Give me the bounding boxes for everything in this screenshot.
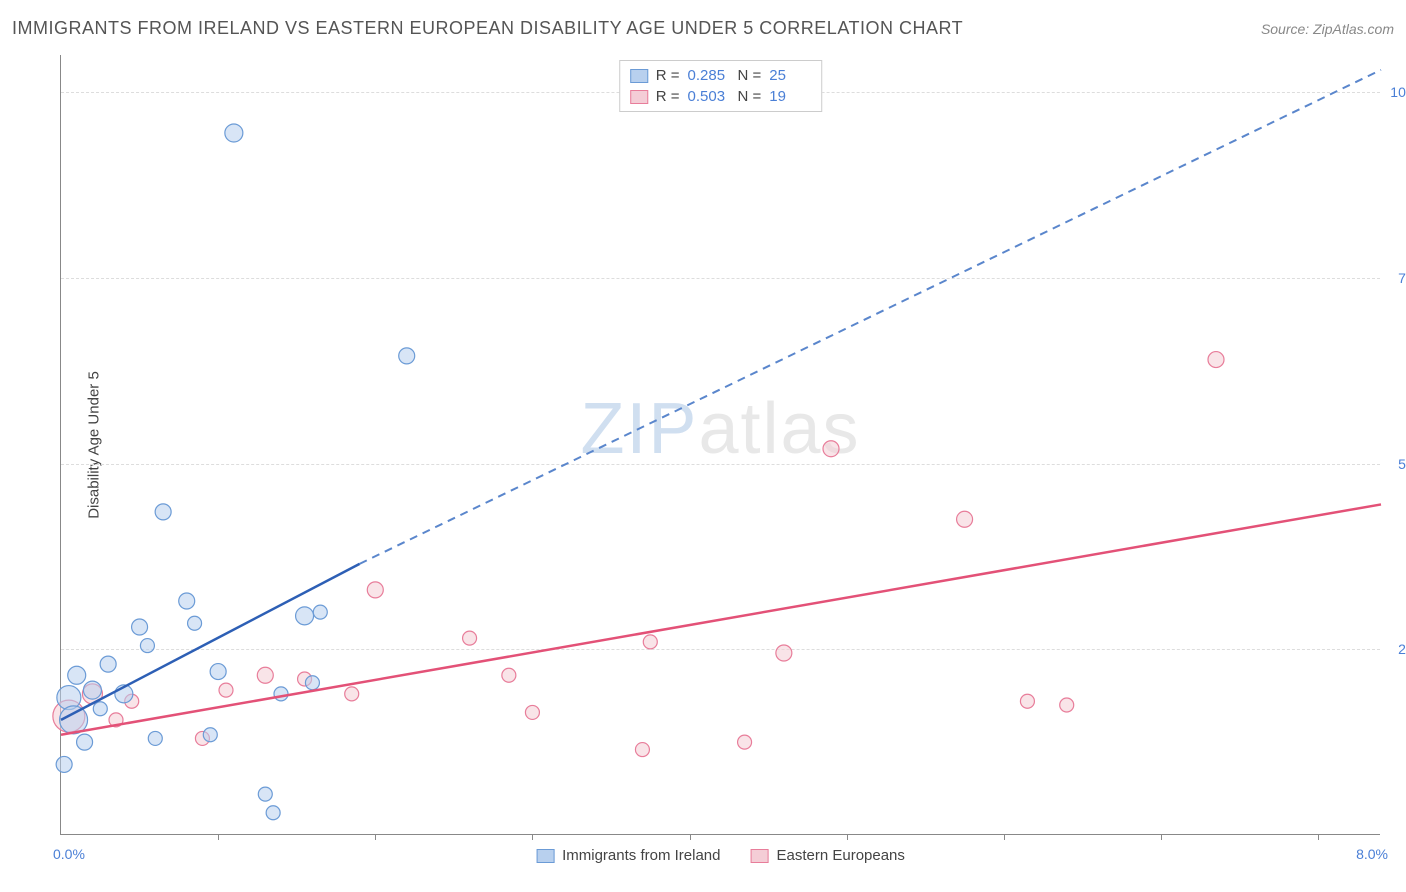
swatch-eastern xyxy=(750,849,768,863)
scatter-point-ireland xyxy=(140,639,154,653)
stats-legend: R = 0.285 N = 25 R = 0.503 N = 19 xyxy=(619,60,823,112)
plot-region: ZIPatlas 2.5%5.0%7.5%10.0% 0.0% 8.0% R =… xyxy=(60,55,1380,835)
scatter-point-eastern xyxy=(1208,352,1224,368)
y-tick-label: 5.0% xyxy=(1380,456,1406,472)
scatter-point-ireland xyxy=(258,787,272,801)
n-label: N = xyxy=(738,67,762,84)
x-min-label: 0.0% xyxy=(53,846,85,862)
scatter-point-ireland xyxy=(210,664,226,680)
legend-item-eastern: Eastern Europeans xyxy=(750,847,904,864)
swatch-ireland xyxy=(630,69,648,83)
swatch-ireland xyxy=(536,849,554,863)
ireland-n-value: 25 xyxy=(769,67,811,84)
x-tick xyxy=(1004,834,1005,840)
x-tick xyxy=(690,834,691,840)
scatter-point-eastern xyxy=(957,511,973,527)
scatter-point-ireland xyxy=(93,702,107,716)
scatter-point-ireland xyxy=(77,734,93,750)
plot-svg xyxy=(61,55,1380,834)
scatter-point-ireland xyxy=(313,605,327,619)
scatter-point-eastern xyxy=(823,441,839,457)
scatter-point-ireland xyxy=(305,676,319,690)
chart-header: IMMIGRANTS FROM IRELAND VS EASTERN EUROP… xyxy=(12,18,1394,39)
scatter-point-eastern xyxy=(776,645,792,661)
scatter-point-ireland xyxy=(188,616,202,630)
scatter-point-ireland xyxy=(155,504,171,520)
trend-line-eastern xyxy=(61,504,1381,734)
scatter-point-eastern xyxy=(525,705,539,719)
n-label: N = xyxy=(738,88,762,105)
scatter-point-ireland xyxy=(148,731,162,745)
eastern-n-value: 19 xyxy=(769,88,811,105)
legend-label-ireland: Immigrants from Ireland xyxy=(562,847,720,864)
scatter-point-eastern xyxy=(463,631,477,645)
scatter-point-ireland xyxy=(203,728,217,742)
ireland-r-value: 0.285 xyxy=(688,67,730,84)
eastern-r-value: 0.503 xyxy=(688,88,730,105)
source-attribution: Source: ZipAtlas.com xyxy=(1261,21,1394,37)
scatter-point-eastern xyxy=(1060,698,1074,712)
scatter-point-eastern xyxy=(219,683,233,697)
bottom-legend: Immigrants from Ireland Eastern European… xyxy=(536,847,905,864)
chart-area: Disability Age Under 5 ZIPatlas 2.5%5.0%… xyxy=(60,55,1380,835)
source-link[interactable]: ZipAtlas.com xyxy=(1313,21,1394,37)
r-label: R = xyxy=(656,88,680,105)
trend-line-ireland-solid xyxy=(61,564,360,720)
r-label: R = xyxy=(656,67,680,84)
scatter-point-ireland xyxy=(132,619,148,635)
y-tick-label: 7.5% xyxy=(1380,270,1406,286)
scatter-point-ireland xyxy=(266,806,280,820)
scatter-point-ireland xyxy=(399,348,415,364)
y-tick-label: 2.5% xyxy=(1380,641,1406,657)
scatter-point-ireland xyxy=(68,666,86,684)
chart-title: IMMIGRANTS FROM IRELAND VS EASTERN EUROP… xyxy=(12,18,963,39)
scatter-point-eastern xyxy=(502,668,516,682)
scatter-point-eastern xyxy=(345,687,359,701)
swatch-eastern xyxy=(630,90,648,104)
scatter-point-ireland xyxy=(296,607,314,625)
x-tick xyxy=(1318,834,1319,840)
x-tick xyxy=(375,834,376,840)
scatter-point-ireland xyxy=(225,124,243,142)
source-prefix: Source: xyxy=(1261,21,1313,37)
x-tick xyxy=(218,834,219,840)
scatter-point-eastern xyxy=(738,735,752,749)
stats-row-eastern: R = 0.503 N = 19 xyxy=(630,86,812,107)
x-max-label: 8.0% xyxy=(1356,846,1388,862)
scatter-point-ireland xyxy=(179,593,195,609)
scatter-point-eastern xyxy=(257,667,273,683)
scatter-point-eastern xyxy=(643,635,657,649)
x-tick xyxy=(532,834,533,840)
scatter-point-eastern xyxy=(367,582,383,598)
trend-line-ireland-dashed xyxy=(360,70,1381,564)
stats-row-ireland: R = 0.285 N = 25 xyxy=(630,65,812,86)
scatter-point-ireland xyxy=(83,681,101,699)
legend-label-eastern: Eastern Europeans xyxy=(776,847,904,864)
scatter-point-ireland xyxy=(100,656,116,672)
x-tick xyxy=(847,834,848,840)
y-tick-label: 10.0% xyxy=(1380,84,1406,100)
scatter-point-ireland xyxy=(274,687,288,701)
scatter-point-eastern xyxy=(635,743,649,757)
x-tick xyxy=(1161,834,1162,840)
scatter-point-ireland xyxy=(56,756,72,772)
legend-item-ireland: Immigrants from Ireland xyxy=(536,847,720,864)
scatter-point-eastern xyxy=(1020,694,1034,708)
